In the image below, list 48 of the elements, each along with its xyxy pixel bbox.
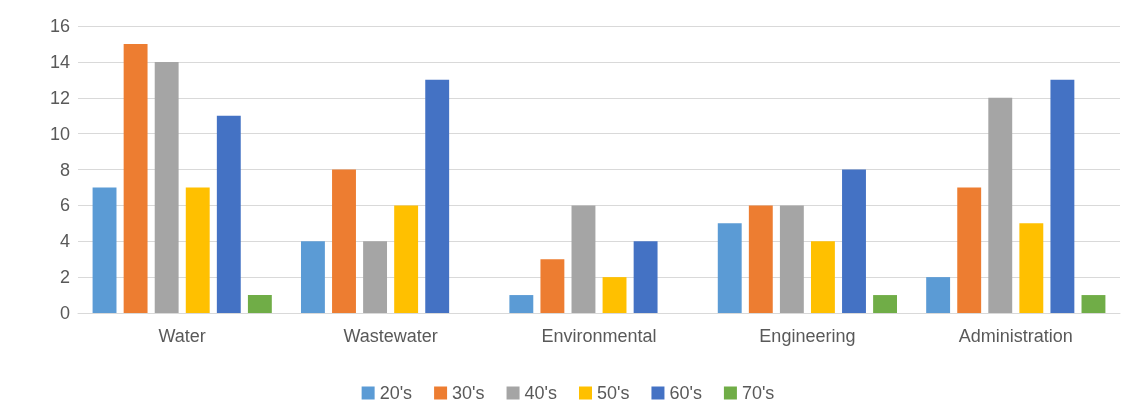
y-tick-label: 8	[59, 159, 70, 180]
bar	[509, 295, 534, 313]
y-tick-label: 12	[49, 87, 70, 108]
bar	[926, 277, 951, 313]
y-tick-label: 0	[59, 303, 70, 323]
bar	[602, 277, 627, 313]
legend-label: 30's	[452, 383, 485, 403]
bar	[1050, 79, 1075, 313]
x-tick-label: Wastewater	[343, 326, 438, 346]
bar	[363, 241, 388, 313]
y-tick-label: 10	[49, 123, 70, 144]
legend-label: 50's	[597, 383, 630, 403]
bar	[394, 205, 419, 313]
bar	[247, 295, 272, 313]
legend-label: 40's	[524, 383, 558, 403]
x-tick-label: Water	[158, 326, 206, 346]
bar	[216, 115, 241, 313]
bar	[571, 205, 596, 313]
y-tick-label: 2	[59, 267, 70, 288]
bar	[123, 43, 148, 313]
y-tick-label: 4	[59, 231, 70, 252]
bar	[988, 97, 1013, 313]
bar	[842, 169, 866, 313]
bar	[748, 205, 773, 313]
bar	[873, 295, 898, 313]
bar	[154, 61, 179, 313]
x-tick-label: Administration	[958, 326, 1073, 346]
bar	[779, 205, 804, 313]
y-tick-label: 16	[49, 16, 70, 36]
y-tick-label: 6	[59, 195, 70, 216]
bar	[810, 241, 835, 313]
bar	[332, 169, 356, 313]
x-tick-label: Environmental	[541, 326, 657, 346]
bar	[1081, 295, 1106, 313]
bar	[1019, 223, 1044, 313]
legend-label: 60's	[669, 383, 702, 403]
bar	[300, 241, 325, 313]
legend-label: 20's	[379, 383, 413, 403]
bar	[425, 79, 450, 313]
bar	[92, 187, 117, 313]
legend-label: 70's	[741, 383, 775, 403]
bar	[957, 187, 982, 313]
bar	[633, 241, 658, 313]
bar	[540, 259, 565, 313]
y-tick-label: 14	[49, 51, 70, 72]
bar	[185, 187, 210, 313]
x-tick-label: Engineering	[759, 326, 856, 346]
bar	[717, 223, 742, 313]
